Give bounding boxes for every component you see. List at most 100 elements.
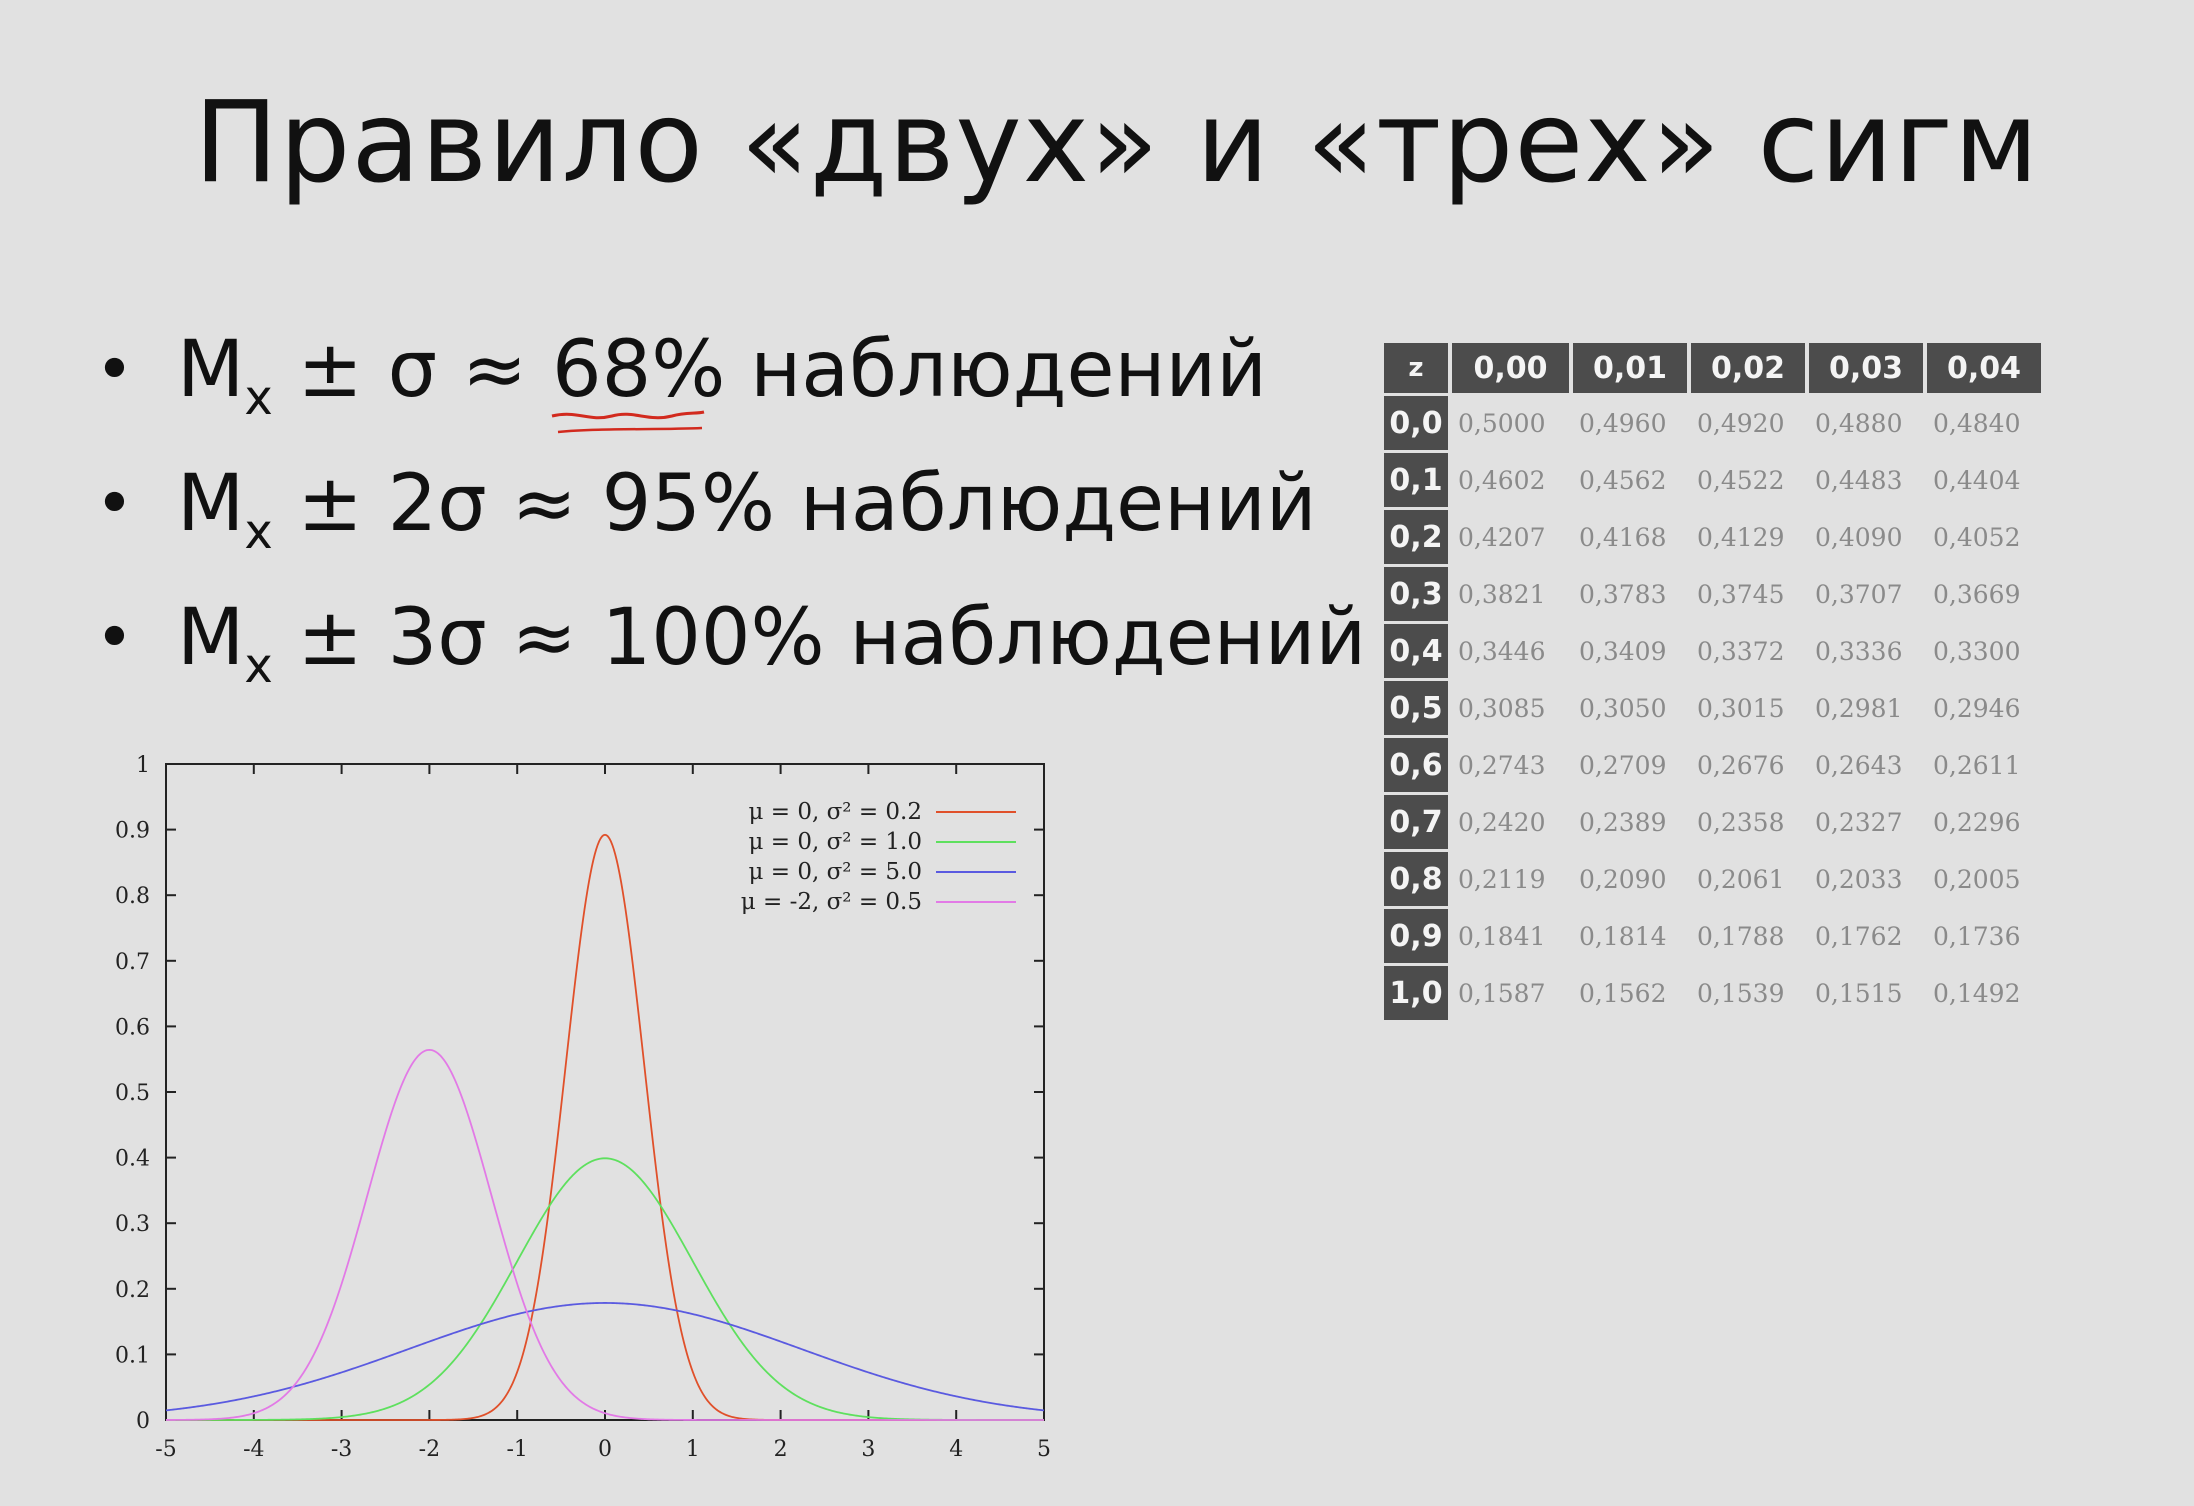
z-table-row-header: 0,0 <box>1384 396 1448 450</box>
z-table-cell: 0,3707 <box>1815 579 1903 609</box>
bullet-text: Mx ± σ ≈ 68% наблюдений <box>177 320 1267 448</box>
z-table-row: 0,1 0,4602 0,4562 0,4522 0,4483 0,4404 <box>1384 453 2041 507</box>
z-table-cell: 0,1841 <box>1458 921 1546 951</box>
z-table-cell: 0,2676 <box>1697 750 1785 780</box>
z-table-row-header: 0,7 <box>1384 795 1448 849</box>
underlined-percent: 68% <box>551 320 725 434</box>
z-table-row-header: 0,5 <box>1384 681 1448 735</box>
y-tick-label: 0.2 <box>115 1278 150 1303</box>
z-table-row: 0,3 0,3821 0,3783 0,3745 0,3707 0,3669 <box>1384 567 2041 621</box>
z-table-cell: 0,4562 <box>1579 465 1667 495</box>
z-table-cell: 0,2119 <box>1458 864 1546 894</box>
y-tick-label: 0.5 <box>115 1081 150 1106</box>
y-tick-label: 0.6 <box>115 1015 150 1040</box>
z-table-cell: 0,1587 <box>1458 978 1546 1008</box>
y-tick-label: 0.3 <box>115 1212 150 1237</box>
z-table-cell: 0,2090 <box>1579 864 1667 894</box>
slide-title: Правило «двух» и «трех» сигм <box>194 78 2040 208</box>
z-table-column-header: 0,00 <box>1452 343 1569 393</box>
z-table-cell: 0,4920 <box>1697 408 1785 438</box>
z-table-cell: 0,2946 <box>1933 693 2021 723</box>
z-table-cell: 0,2061 <box>1697 864 1785 894</box>
z-table-column-header: 0,01 <box>1573 343 1687 393</box>
z-table-cell: 0,2420 <box>1458 807 1546 837</box>
z-table-cell: 0,3669 <box>1933 579 2021 609</box>
z-table-cell: 0,1492 <box>1933 978 2021 1008</box>
z-table-cell: 0,3300 <box>1933 636 2021 666</box>
z-table-cell: 0,4129 <box>1697 522 1785 552</box>
z-table-cell: 0,3015 <box>1697 693 1785 723</box>
z-table-cell: 0,2033 <box>1815 864 1903 894</box>
x-tick-label: 1 <box>686 1437 700 1462</box>
y-tick-label: 0 <box>136 1409 150 1434</box>
z-table-cell: 0,3783 <box>1579 579 1667 609</box>
z-table-cell: 0,3050 <box>1579 693 1667 723</box>
z-table-cell: 0,2389 <box>1579 807 1667 837</box>
z-table-cell: 0,4522 <box>1697 465 1785 495</box>
z-table-row-header: 0,8 <box>1384 852 1448 906</box>
legend-label: μ = 0, σ² = 1.0 <box>749 829 923 855</box>
z-table-cell: 0,2981 <box>1815 693 1903 723</box>
z-table-cell: 0,1814 <box>1579 921 1667 951</box>
z-table-cell: 0,4207 <box>1458 522 1546 552</box>
x-tick-label: 3 <box>861 1437 875 1462</box>
z-table-cell: 0,2358 <box>1697 807 1785 837</box>
bullet-dot: • <box>95 599 134 676</box>
z-table-cell: 0,1539 <box>1697 978 1785 1008</box>
z-table-cell: 0,4840 <box>1933 408 2021 438</box>
x-tick-label: -1 <box>506 1437 527 1462</box>
z-table-cell: 0,1762 <box>1815 921 1903 951</box>
z-table-column-header: 0,02 <box>1691 343 1805 393</box>
x-tick-label: 0 <box>598 1437 612 1462</box>
handwritten-underline <box>551 410 705 434</box>
x-tick-label: 5 <box>1037 1437 1051 1462</box>
z-table-cell: 0,4052 <box>1933 522 2021 552</box>
z-table-corner-header: z <box>1384 343 1448 393</box>
y-tick-label: 0.7 <box>115 950 150 975</box>
z-table-cell: 0,2611 <box>1933 750 2021 780</box>
z-table-row: 0,0 0,5000 0,4960 0,4920 0,4880 0,4840 <box>1384 396 2041 450</box>
z-table-row: 0,7 0,2420 0,2389 0,2358 0,2327 0,2296 <box>1384 795 2041 849</box>
z-table-row: 1,0 0,1587 0,1562 0,1539 0,1515 0,1492 <box>1384 966 2041 1020</box>
y-tick-label: 0.1 <box>115 1343 150 1368</box>
x-tick-label: -2 <box>419 1437 440 1462</box>
z-table-row-header: 0,2 <box>1384 510 1448 564</box>
z-table-row: 0,9 0,1841 0,1814 0,1788 0,1762 0,1736 <box>1384 909 2041 963</box>
z-table-cell: 0,4483 <box>1815 465 1903 495</box>
series-line-3 <box>166 1048 1044 1421</box>
z-table-row-header: 0,4 <box>1384 624 1448 678</box>
bullet-dot: • <box>95 465 134 542</box>
z-table-column-header: 0,03 <box>1809 343 1923 393</box>
z-table-row: 0,4 0,3446 0,3409 0,3372 0,3336 0,3300 <box>1384 624 2041 678</box>
z-table-cell: 0,4168 <box>1579 522 1667 552</box>
z-table-cell: 0,1562 <box>1579 978 1667 1008</box>
z-table-cell: 0,2643 <box>1815 750 1903 780</box>
z-table-row: 0,2 0,4207 0,4168 0,4129 0,4090 0,4052 <box>1384 510 2041 564</box>
y-tick-label: 0.9 <box>115 819 150 844</box>
x-tick-label: -5 <box>155 1437 176 1462</box>
x-tick-label: -4 <box>243 1437 264 1462</box>
bullet-dot: • <box>95 331 134 408</box>
z-table-cell: 0,4404 <box>1933 465 2021 495</box>
series-line-1 <box>166 1157 1044 1421</box>
z-table-cell: 0,1788 <box>1697 921 1785 951</box>
z-table-cell: 0,1515 <box>1815 978 1903 1008</box>
z-table-row: 0,5 0,3085 0,3050 0,3015 0,2981 0,2946 <box>1384 681 2041 735</box>
z-table-cell: 0,2743 <box>1458 750 1546 780</box>
z-table-cell: 0,2005 <box>1933 864 2021 894</box>
z-table-column-header: 0,04 <box>1927 343 2041 393</box>
x-tick-label: -3 <box>331 1437 352 1462</box>
z-table-cell: 0,3409 <box>1579 636 1667 666</box>
legend-label: μ = 0, σ² = 5.0 <box>749 859 923 885</box>
z-table-cell: 0,3372 <box>1697 636 1785 666</box>
z-table-header-row: z 0,00 0,01 0,02 0,03 0,04 <box>1384 343 2041 393</box>
z-table-cell: 0,3745 <box>1697 579 1785 609</box>
bullet-text: Mx ± 2σ ≈ 95% наблюдений <box>177 459 1317 560</box>
series-line-2 <box>165 1302 1045 1412</box>
y-tick-label: 1 <box>136 753 150 778</box>
z-table-row: 0,8 0,2119 0,2090 0,2061 0,2033 0,2005 <box>1384 852 2041 906</box>
z-table-cell: 0,1736 <box>1933 921 2021 951</box>
series-line-0 <box>166 833 1044 1421</box>
legend-label: μ = 0, σ² = 0.2 <box>749 799 923 825</box>
x-tick-label: 4 <box>949 1437 963 1462</box>
